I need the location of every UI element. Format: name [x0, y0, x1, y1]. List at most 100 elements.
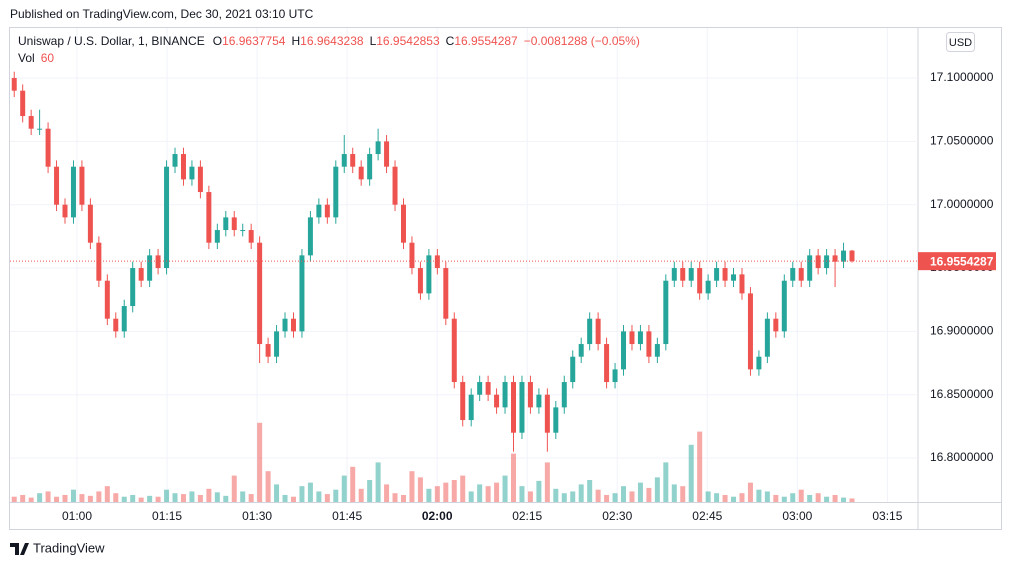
volume-bar	[358, 488, 364, 502]
volume-bar	[798, 489, 804, 502]
volume-bar	[164, 489, 170, 502]
h-label: H	[291, 34, 300, 48]
candle-body	[155, 255, 161, 269]
candle-body	[494, 394, 500, 408]
grid	[10, 28, 918, 502]
volume-bar	[477, 484, 483, 502]
candle-body	[400, 204, 406, 243]
volume-bar	[11, 496, 17, 502]
candle-body	[451, 318, 457, 383]
candle-body	[646, 331, 652, 357]
volume-bar	[595, 489, 601, 502]
change: −0.0081288 (−0.05%)	[524, 34, 640, 48]
volume-bar	[688, 444, 694, 502]
volume-bar	[578, 484, 584, 502]
candle-body	[265, 344, 271, 357]
candle-body	[629, 331, 635, 345]
volume-bar	[553, 488, 559, 502]
volume-legend: Vol 60	[18, 51, 54, 65]
candle-body	[96, 242, 102, 281]
volume-bar	[527, 491, 533, 502]
volume-bar	[815, 493, 821, 502]
candle-body	[731, 274, 737, 281]
volume-bar	[663, 462, 669, 502]
volume-bar	[756, 489, 762, 502]
candle-body	[595, 318, 601, 345]
candle-body	[28, 116, 34, 129]
volume-bar	[130, 494, 136, 502]
x-tick-label: 03:15	[872, 509, 902, 523]
volume-bar	[637, 482, 643, 502]
candle-body	[341, 154, 347, 167]
candle-body	[764, 318, 770, 357]
volume-bar	[333, 489, 339, 502]
candle-body	[54, 166, 60, 205]
published: Published on TradingView.com, Dec 30, 20…	[10, 7, 314, 21]
volume-length: 60	[41, 51, 55, 65]
volume-bar	[604, 494, 610, 502]
candle-body	[460, 382, 466, 421]
candle-body	[773, 318, 779, 332]
volume	[11, 422, 855, 502]
currency-button[interactable]	[946, 32, 975, 52]
volume-bar	[451, 480, 457, 502]
volume-bar	[307, 482, 313, 502]
candle-body	[485, 382, 491, 395]
candle-body	[206, 192, 212, 243]
c-label: C	[446, 34, 455, 48]
candle-body	[553, 407, 559, 433]
volume-bar	[214, 492, 220, 502]
volume-bar	[731, 496, 737, 502]
volume-bar	[223, 495, 229, 502]
y-tick-label: 17.1000000	[930, 70, 994, 84]
candle-body	[578, 344, 584, 357]
candle-body	[697, 268, 703, 294]
volume-bar	[841, 497, 847, 502]
candle-body	[417, 268, 423, 294]
candle-body	[113, 318, 119, 332]
candles	[11, 71, 855, 452]
x-tick-label: 01:15	[152, 509, 182, 523]
volume-bar	[316, 491, 322, 502]
candle-body	[375, 141, 381, 155]
candle-body	[807, 255, 813, 281]
candle-body	[37, 128, 43, 130]
volume-bar	[257, 422, 263, 502]
volume-bar	[646, 487, 652, 502]
candle-body	[358, 166, 364, 180]
candle-body	[544, 394, 550, 433]
candle-body	[790, 268, 796, 281]
last-price-label: 16.9554287	[930, 254, 994, 268]
volume-bar	[189, 491, 195, 502]
candle-body	[240, 230, 246, 232]
candle-body	[62, 204, 68, 218]
candle-body	[519, 382, 525, 433]
candle-body	[798, 268, 804, 281]
candle-body	[79, 166, 85, 205]
candle-body	[223, 217, 229, 231]
volume-bar	[680, 486, 686, 502]
candle-body	[561, 382, 567, 408]
volume-bar	[104, 486, 110, 502]
volume-bar	[367, 480, 373, 502]
currency[interactable]: USD	[949, 37, 972, 49]
volume-bar	[282, 494, 288, 502]
candle-body	[316, 204, 322, 218]
volume-label: Vol	[18, 51, 35, 65]
volume-bar	[20, 494, 26, 502]
candle-body	[536, 394, 542, 408]
volume-bar	[392, 493, 398, 502]
candle-body	[604, 344, 610, 383]
candle-body	[671, 268, 677, 281]
volume-bar	[502, 475, 508, 502]
candle-body	[164, 166, 170, 269]
volume-bar	[519, 486, 525, 502]
candle-body	[367, 154, 373, 180]
l-label: L	[370, 34, 377, 48]
candle-body	[87, 204, 93, 243]
volume-bar	[240, 491, 246, 502]
candle-body	[739, 274, 745, 294]
volume-bar	[62, 494, 68, 502]
volume-bar	[70, 489, 76, 502]
